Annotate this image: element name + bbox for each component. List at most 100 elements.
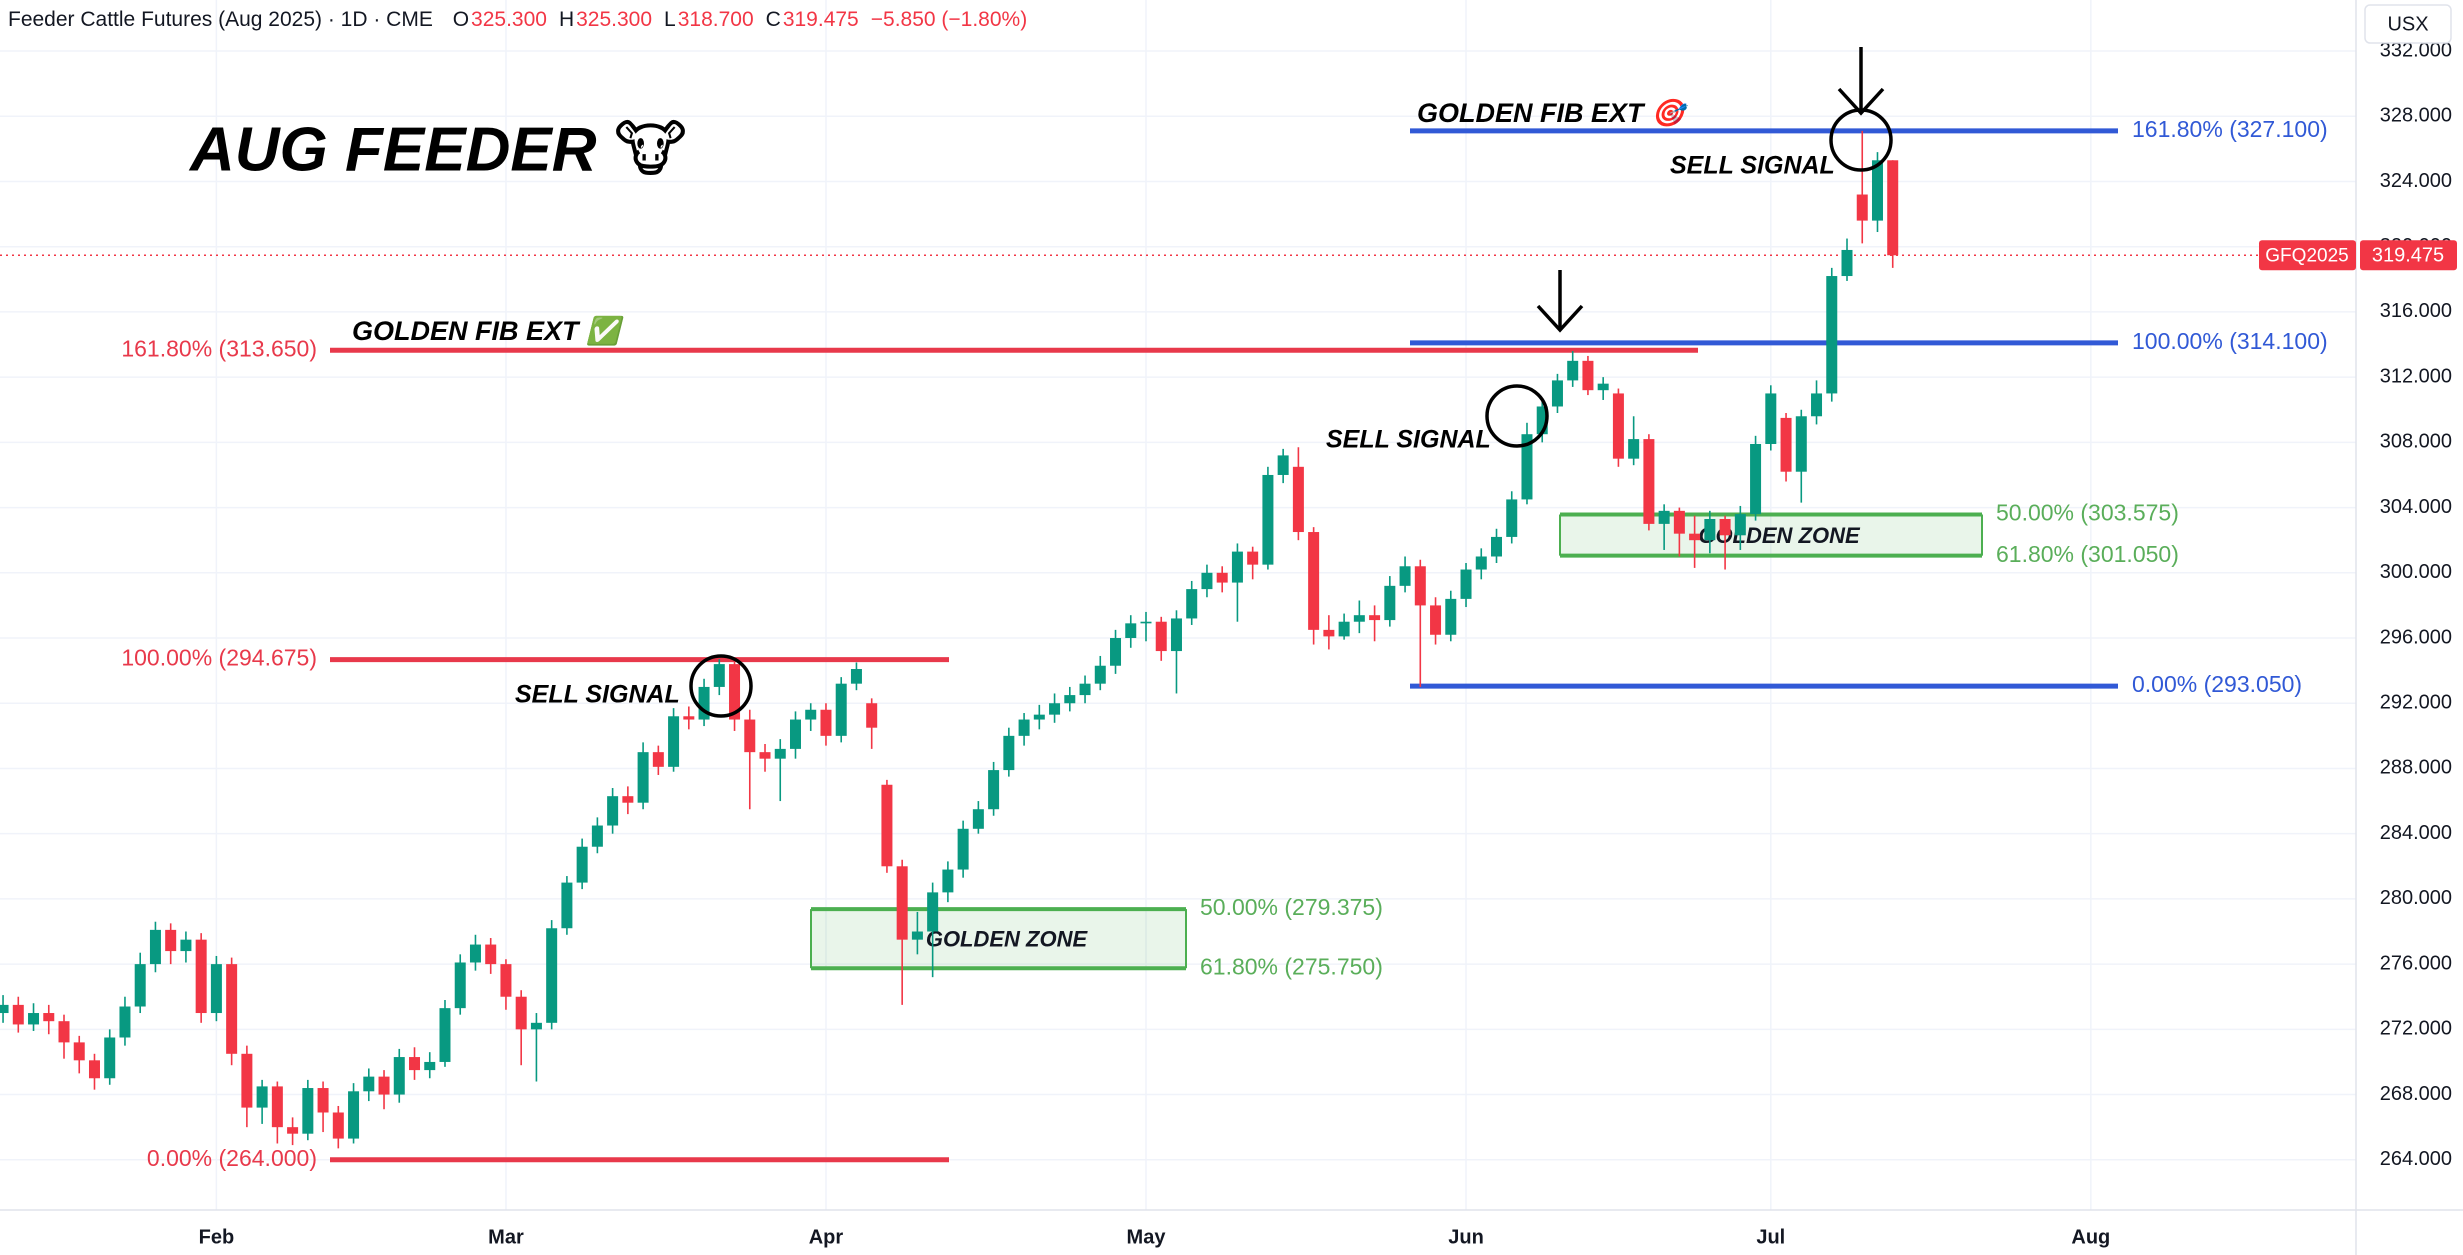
candle-body <box>637 752 649 803</box>
candle-body <box>1338 621 1350 637</box>
y-tick-label: 308.000 <box>2380 431 2452 453</box>
candle-body <box>1216 572 1228 583</box>
candle-body <box>1628 439 1640 459</box>
zone-label: 50.00% (279.375) <box>1200 894 1383 920</box>
candle-body <box>866 703 878 728</box>
candle-body <box>576 846 588 883</box>
ohlc-key: O <box>452 8 470 31</box>
currency-label: USX <box>2387 13 2428 35</box>
candle-body <box>1292 466 1304 533</box>
signal-circle <box>689 654 753 718</box>
candle-body <box>0 1004 9 1014</box>
candle-body <box>134 964 146 1007</box>
y-tick-label: 304.000 <box>2380 496 2452 518</box>
ohlc-key: C <box>765 8 781 31</box>
candle-body <box>195 939 207 1014</box>
candle-body <box>1094 665 1106 684</box>
candle-body <box>561 882 573 929</box>
candle-body <box>988 770 1000 810</box>
candle-body <box>1734 514 1746 536</box>
candle-body <box>378 1076 390 1095</box>
currency-box <box>2364 4 2452 44</box>
candle-body <box>1841 249 1853 277</box>
signal-arrow-head <box>1837 87 1885 116</box>
y-tick-label: 288.000 <box>2380 757 2452 779</box>
candle-body <box>850 668 862 684</box>
candle-body <box>698 686 710 720</box>
candle-body <box>332 1112 344 1139</box>
candle-body <box>1658 510 1670 524</box>
candle-body <box>683 716 695 720</box>
candle-body <box>1049 703 1061 715</box>
fib-label: 161.80% (327.100) <box>2132 116 2328 142</box>
x-tick-label: May <box>1127 1226 1167 1248</box>
zone-label: 61.80% (301.050) <box>1996 541 2179 567</box>
candle-body <box>439 1008 451 1062</box>
candle-body <box>729 664 741 720</box>
candle-body <box>591 825 603 847</box>
ohlc-value: 319.475 <box>782 8 859 31</box>
candle-body <box>530 1022 542 1030</box>
change: −5.850 (−1.80%) <box>870 8 1028 31</box>
candle-body <box>1308 532 1320 630</box>
zone-label: 50.00% (303.575) <box>1996 500 2179 526</box>
candle-body <box>1491 536 1503 557</box>
fib-label: 161.80% (313.650) <box>121 335 317 361</box>
candle-body <box>972 809 984 829</box>
candle-body <box>1780 417 1792 472</box>
candle-body <box>1765 393 1777 444</box>
price-tag <box>2360 240 2457 271</box>
candle-body <box>927 892 939 932</box>
candle-body <box>73 1042 85 1061</box>
fib-note: GOLDEN FIB EXT ✅ <box>352 315 625 346</box>
candle-body <box>1460 569 1472 599</box>
x-tick-label: Mar <box>488 1226 524 1248</box>
y-tick-label: 264.000 <box>2380 1148 2452 1170</box>
candle-body <box>881 784 893 867</box>
candle-body <box>256 1086 268 1108</box>
chart-title: Feeder Cattle Futures (Aug 2025) · 1D · … <box>8 8 433 31</box>
sell-signal: SELL SIGNAL <box>1670 152 1835 180</box>
signal-arrow-head <box>1536 304 1584 333</box>
candle-body <box>1445 598 1457 635</box>
candle-body <box>835 683 847 736</box>
y-tick-label: 276.000 <box>2380 952 2452 974</box>
candle-body <box>393 1057 405 1095</box>
candle-body <box>28 1013 40 1025</box>
candle-body <box>1597 383 1609 391</box>
candle-body <box>485 944 497 965</box>
candle-body <box>363 1076 375 1092</box>
candle-body <box>149 929 161 965</box>
candle-body <box>287 1127 299 1134</box>
candle-body <box>1353 615 1365 622</box>
candle-body <box>1247 551 1259 565</box>
ohlc-key: H <box>558 8 575 31</box>
candle-body <box>1826 276 1838 394</box>
signal-circle <box>1485 384 1549 448</box>
sell-signal: SELL SIGNAL <box>515 681 680 709</box>
candle-body <box>1811 393 1823 417</box>
y-tick-label: 268.000 <box>2380 1083 2452 1105</box>
y-tick-label: 332.000 <box>2380 39 2452 61</box>
candle-body <box>1521 434 1533 500</box>
golden-zone <box>1560 514 1982 556</box>
y-tick-label: 296.000 <box>2380 626 2452 648</box>
x-tick-label: Apr <box>809 1226 844 1248</box>
x-tick-label: Aug <box>2071 1226 2110 1248</box>
candle-body <box>1567 360 1579 381</box>
candle-body <box>515 996 527 1030</box>
candle-body <box>1551 380 1563 407</box>
fib-note: GOLDEN FIB EXT 🎯 <box>1417 98 1690 128</box>
candle-body <box>1856 194 1868 221</box>
ohlc-value: 325.300 <box>576 8 653 31</box>
candle-body <box>774 748 786 759</box>
candle-body <box>424 1061 436 1071</box>
candle-body <box>607 796 619 826</box>
fib-label: 0.00% (293.050) <box>2132 671 2302 697</box>
fib-label: 0.00% (264.000) <box>147 1145 317 1171</box>
candle-body <box>1323 629 1335 637</box>
candle-body <box>1110 638 1122 666</box>
candle-body <box>1125 623 1137 639</box>
